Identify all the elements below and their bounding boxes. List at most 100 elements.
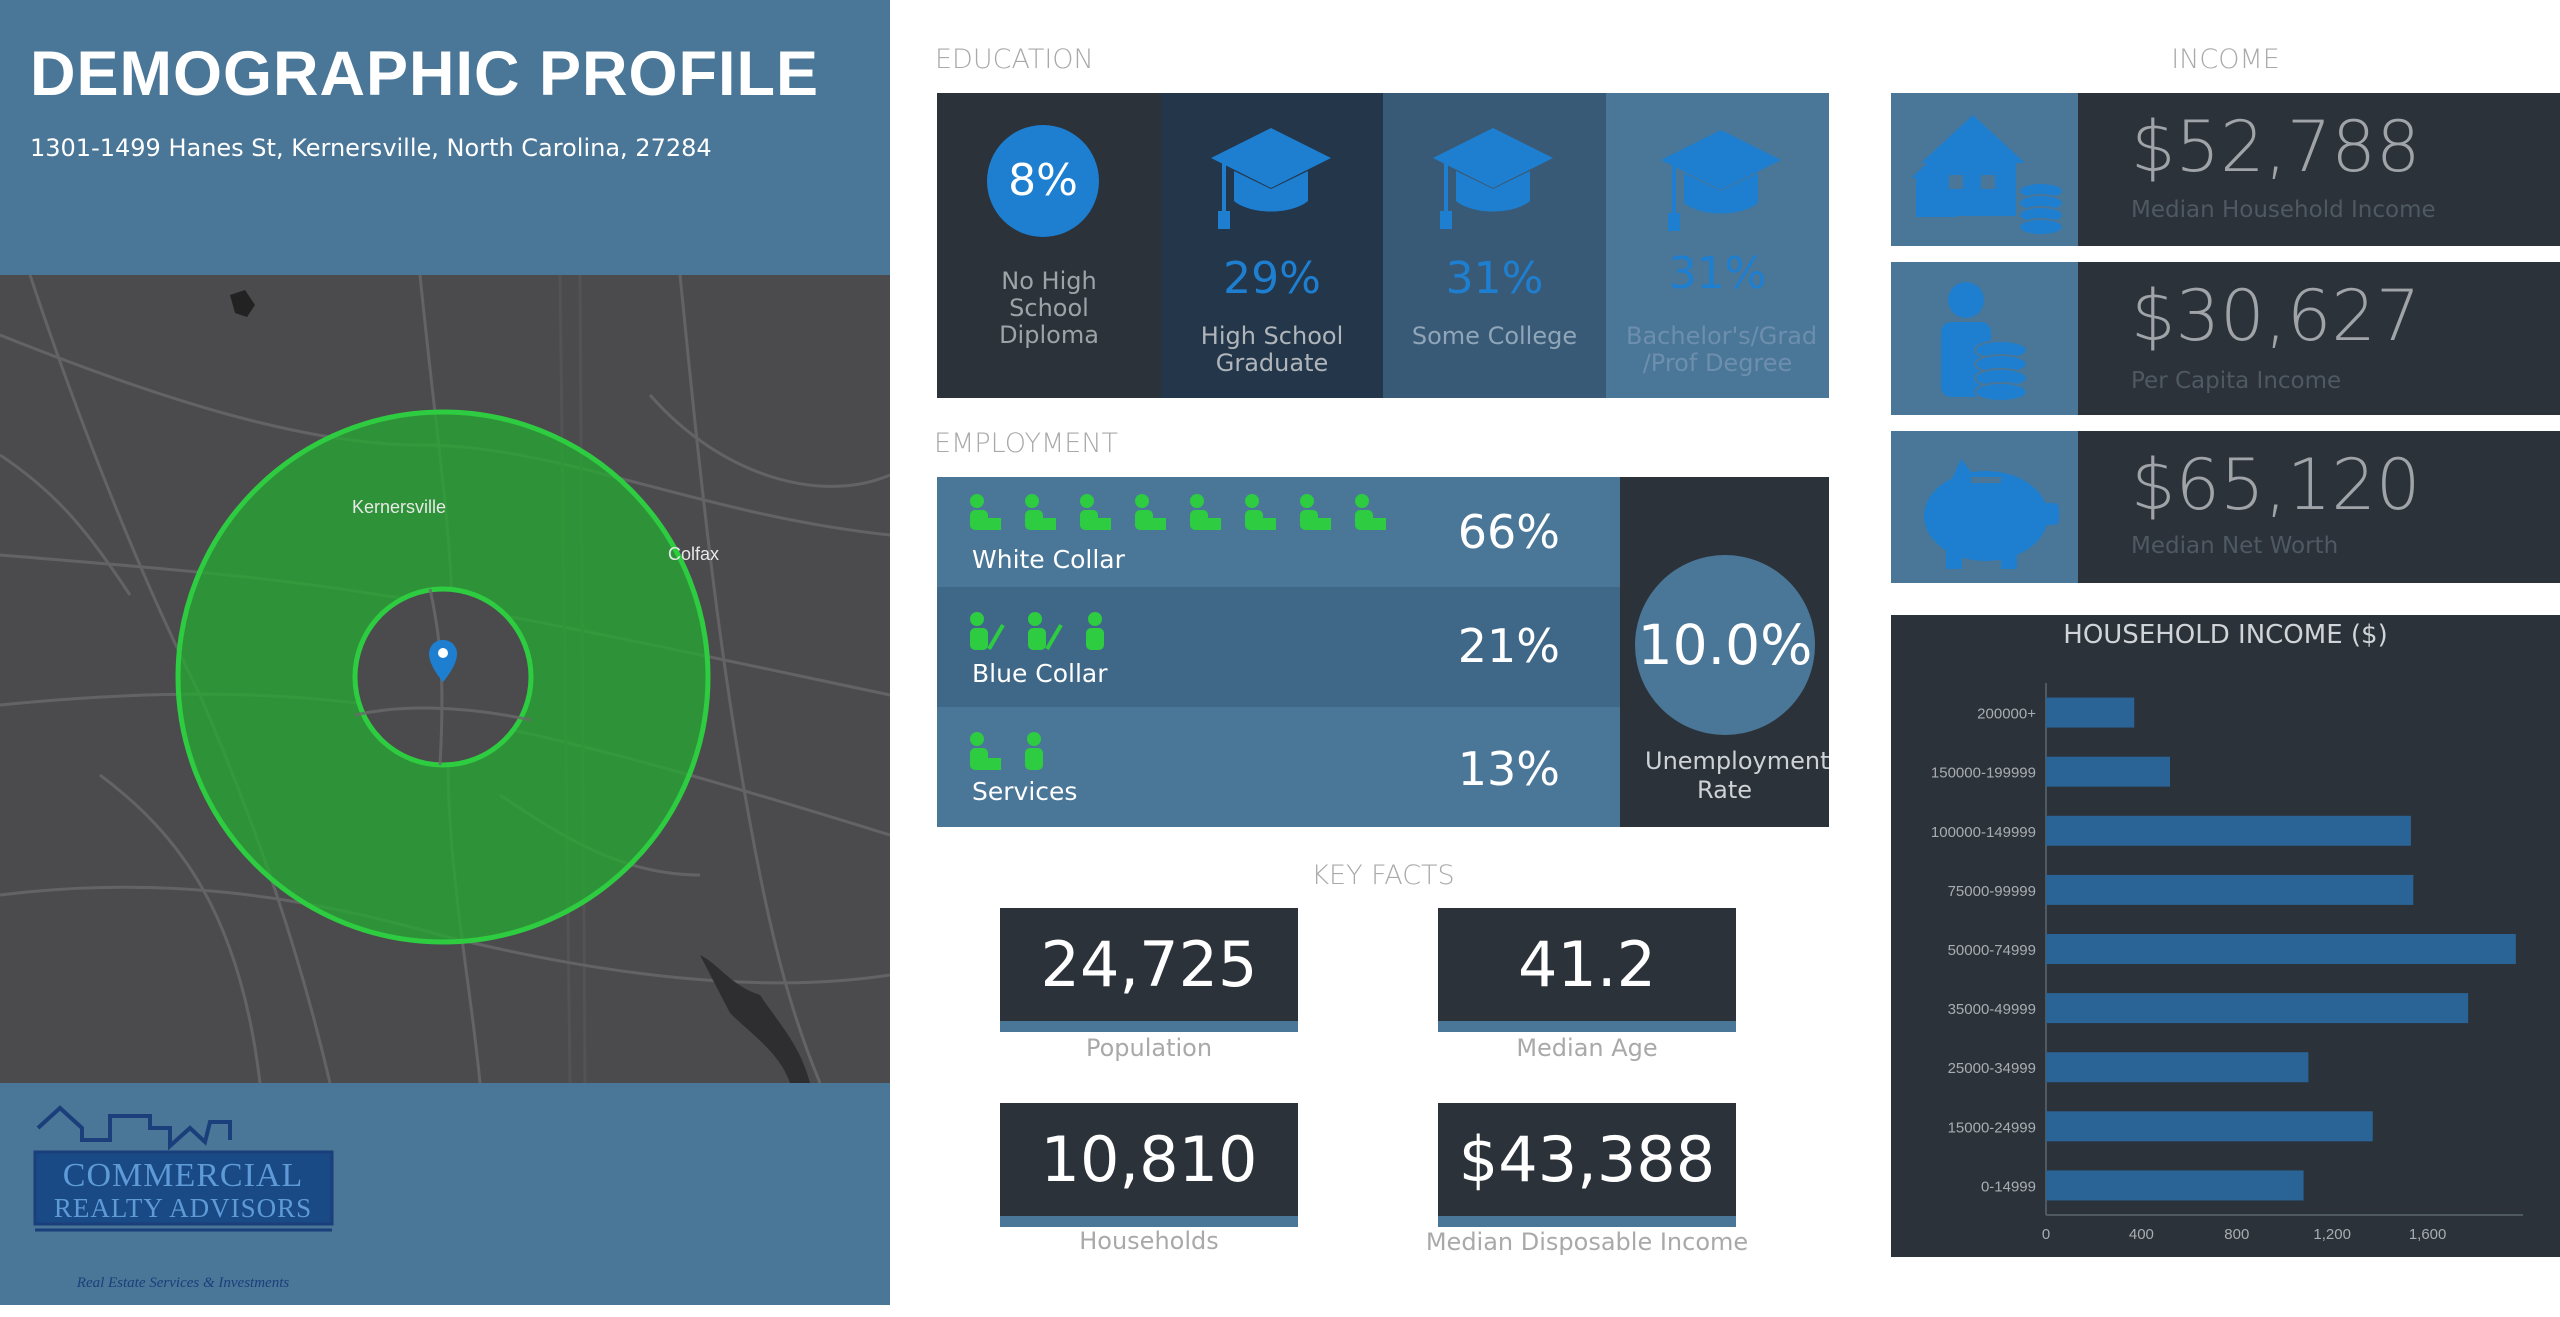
chart-svg: 200000+ 150000-199999 100000-149999 75000-9…: [1931, 683, 2523, 1243]
chart-x-tick-label: 1,600: [2409, 1226, 2447, 1243]
chart-x-tick-label: 1,200: [2313, 1226, 2351, 1243]
employment-row-blue-collar: Blue Collar 21%: [937, 587, 1620, 707]
graduation-cap-icon: [1433, 128, 1553, 229]
chart-category-label: 200000+: [1977, 706, 2036, 723]
edu-card-high-school: 29% High School Graduate: [1161, 93, 1383, 398]
median-household-income-card: $52,788 Median Household Income: [2078, 93, 2560, 246]
edu-label: Bachelor's/Grad /Prof Degree: [1626, 322, 1818, 377]
logo-line2: REALTY ADVISORS: [54, 1193, 312, 1223]
logo-tagline: Real Estate Services & Investments: [76, 1275, 290, 1290]
employment-pct: 13%: [1457, 742, 1560, 796]
worker-icon: [1086, 612, 1104, 650]
worker-icon: [1245, 494, 1276, 530]
employment-label: Services: [972, 777, 1078, 806]
worker-icon: [1025, 494, 1056, 530]
location-pin-icon[interactable]: [429, 640, 457, 682]
piggy-bank-icon: [1891, 431, 2078, 583]
disposable-income-label: Median Disposable Income: [1425, 1228, 1749, 1256]
education-title: EDUCATION: [935, 44, 1094, 75]
income-label: Per Capita Income: [2131, 368, 2342, 394]
house-coins-icon: [1891, 93, 2078, 246]
households-label: Households: [1079, 1227, 1219, 1255]
chart-category-label: 15000-24999: [1948, 1119, 2036, 1136]
chart-bar: [2046, 874, 2414, 905]
chart-x-tick-label: 800: [2224, 1226, 2249, 1243]
worker-icon: [1080, 494, 1111, 530]
income-value: $30,627: [2131, 275, 2421, 357]
graduation-cap-icon: [1211, 128, 1331, 229]
income-label: Median Household Income: [2131, 197, 2436, 223]
logo-line1: COMMERCIAL: [63, 1157, 303, 1194]
edu-pct: 31%: [1445, 253, 1544, 304]
employment-pct: 21%: [1457, 619, 1560, 673]
disposable-income-value: $43,388: [1438, 1103, 1736, 1227]
median-net-worth-card: $65,120 Median Net Worth: [2078, 431, 2560, 583]
chart-category-label: 75000-99999: [1948, 883, 2036, 900]
median-age-label: Median Age: [1516, 1034, 1658, 1062]
page-title: DEMOGRAPHIC PROFILE: [30, 39, 820, 109]
chart-x-tick-label: 0: [2042, 1226, 2050, 1243]
worker-icon: [1028, 612, 1063, 651]
chart-category-label: 0-14999: [1981, 1178, 2036, 1195]
edu-card-some-college: 31% Some College: [1383, 93, 1606, 398]
chart-category-label: 100000-149999: [1931, 824, 2036, 841]
edu-card-bachelors: 31% Bachelor's/Grad /Prof Degree: [1606, 93, 1829, 398]
worker-icon: [1135, 494, 1166, 530]
population-value: 24,725: [1000, 908, 1298, 1032]
map-label-kernersville: Kernersville: [352, 497, 446, 517]
employment-label: Blue Collar: [972, 659, 1108, 688]
worker-icon: [970, 612, 1005, 651]
person-coins-icon: [1891, 262, 2078, 415]
edu-label: High School Graduate: [1200, 322, 1344, 377]
income-value: $65,120: [2131, 444, 2421, 526]
services-icons: [967, 731, 1048, 773]
chart-title: HOUSEHOLD INCOME ($): [2063, 620, 2388, 650]
edu-card-no-diploma: 8% No High School Diploma: [937, 93, 1161, 398]
chart-x-tick-label: 400: [2129, 1226, 2154, 1243]
income-label: Median Net Worth: [2131, 533, 2339, 559]
chart-bar: [2046, 697, 2135, 728]
edu-label: Some College: [1411, 322, 1578, 350]
employment-row-white-collar: White Collar 66%: [937, 477, 1620, 587]
chart-bar: [2046, 993, 2469, 1024]
edu-pct: 31%: [1668, 248, 1767, 299]
chart-category-label: 50000-74999: [1948, 942, 2036, 959]
household-income-chart: HOUSEHOLD INCOME ($) 200000+ 150000-19999…: [1891, 615, 2560, 1257]
worker-icon: [970, 494, 1001, 530]
blue-collar-icons: [967, 611, 1109, 653]
chart-bar: [2046, 1052, 2309, 1083]
unemployment-circle: 10.0%: [1635, 555, 1815, 735]
households-value: 10,810: [1000, 1103, 1298, 1227]
median-age-value: 41.2: [1438, 908, 1736, 1032]
employment-pct: 66%: [1457, 505, 1560, 559]
worker-icon: [1355, 494, 1386, 530]
river-shape: [700, 955, 810, 1083]
chart-category-label: 150000-199999: [1931, 765, 2036, 782]
chart-bar: [2046, 756, 2171, 787]
worker-icon: [1190, 494, 1221, 530]
key-facts-title: KEY FACTS: [1311, 860, 1455, 891]
lake-shape: [230, 290, 255, 317]
chart-bar: [2046, 1111, 2373, 1142]
worker-icon: [1300, 494, 1331, 530]
unemployment-label: Unemployment Rate: [1645, 747, 1830, 804]
address-text: 1301-1499 Hanes St, Kernersville, North …: [30, 134, 712, 162]
employment-label: White Collar: [972, 545, 1125, 574]
white-collar-icons: [967, 493, 1387, 533]
employment-title: EMPLOYMENT: [934, 428, 1119, 459]
chart-bar: [2046, 1170, 2304, 1201]
unemployment-card: 10.0% Unemployment Rate: [1620, 477, 1829, 827]
graduation-cap-icon: [1661, 130, 1781, 231]
chart-bar: [2046, 815, 2411, 846]
chart-category-label: 35000-49999: [1948, 1001, 2036, 1018]
edu-pct-circle: 8%: [987, 125, 1099, 237]
worker-icon: [970, 732, 1001, 770]
income-value: $52,788: [2131, 106, 2421, 188]
chart-category-label: 25000-34999: [1948, 1060, 2036, 1077]
chart-bar: [2046, 934, 2516, 964]
map-view[interactable]: Kernersville Colfax: [0, 275, 890, 1083]
map-canvas: Kernersville Colfax: [0, 275, 890, 1083]
skyline-icon: [36, 1105, 232, 1151]
population-label: Population: [1085, 1034, 1213, 1062]
per-capita-income-card: $30,627 Per Capita Income: [2078, 262, 2560, 415]
